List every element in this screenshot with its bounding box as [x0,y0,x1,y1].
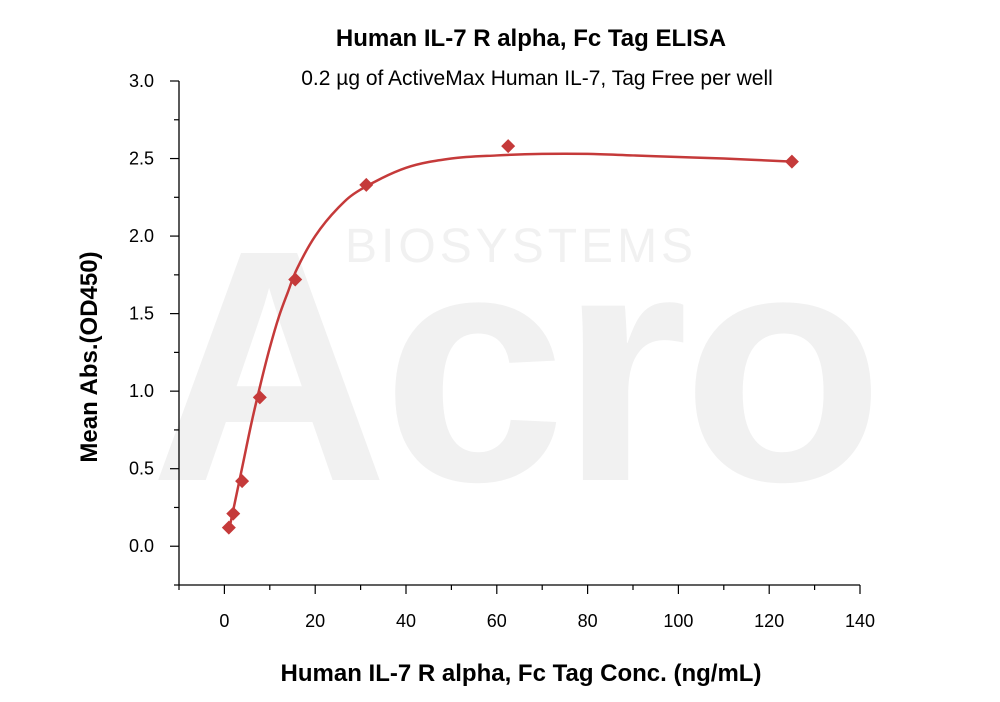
data-point-marker [221,520,236,535]
y-axis-label: Mean Abs.(OD450) [76,251,103,462]
data-point-marker [235,474,250,489]
y-tick-label: 1.5 [129,304,154,324]
x-tick-label: 40 [396,611,416,631]
y-tick-label: 2.0 [129,226,154,246]
data-point-marker [288,272,303,287]
x-tick-label: 20 [305,611,325,631]
y-tick-label: 2.5 [129,149,154,169]
y-tick-labels: 0.0 0.5 1.0 1.5 2.0 2.5 3.0 [129,71,154,556]
x-tick-label: 80 [578,611,598,631]
x-tick-label: 100 [663,611,693,631]
y-tick-label: 0.5 [129,459,154,479]
data-point-marker [226,506,241,521]
x-tick-label: 140 [845,611,875,631]
data-point-marker [784,154,799,169]
y-tick-label: 0.0 [129,536,154,556]
y-tick-label: 3.0 [129,71,154,91]
data-point-marker [252,390,267,405]
y-tick-label: 1.0 [129,381,154,401]
x-tick-label: 60 [487,611,507,631]
chart-title: Human IL-7 R alpha, Fc Tag ELISA [336,25,726,52]
x-tick-label: 120 [754,611,784,631]
x-tick-label: 0 [219,611,229,631]
chart-subtitle: 0.2 µg of ActiveMax Human IL-7, Tag Free… [301,67,773,90]
watermark-brand: Acro [150,181,878,550]
watermark-sub: BIOSYSTEMS [345,220,697,273]
data-point-marker [359,177,374,192]
x-tick-labels: 0 20 40 60 80 100 120 140 [219,611,875,631]
axes [170,80,861,594]
data-point-marker [501,139,516,154]
x-axis-label: Human IL-7 R alpha, Fc Tag Conc. (ng/mL) [281,660,762,687]
fit-curve [227,152,792,531]
data-points [221,139,799,535]
